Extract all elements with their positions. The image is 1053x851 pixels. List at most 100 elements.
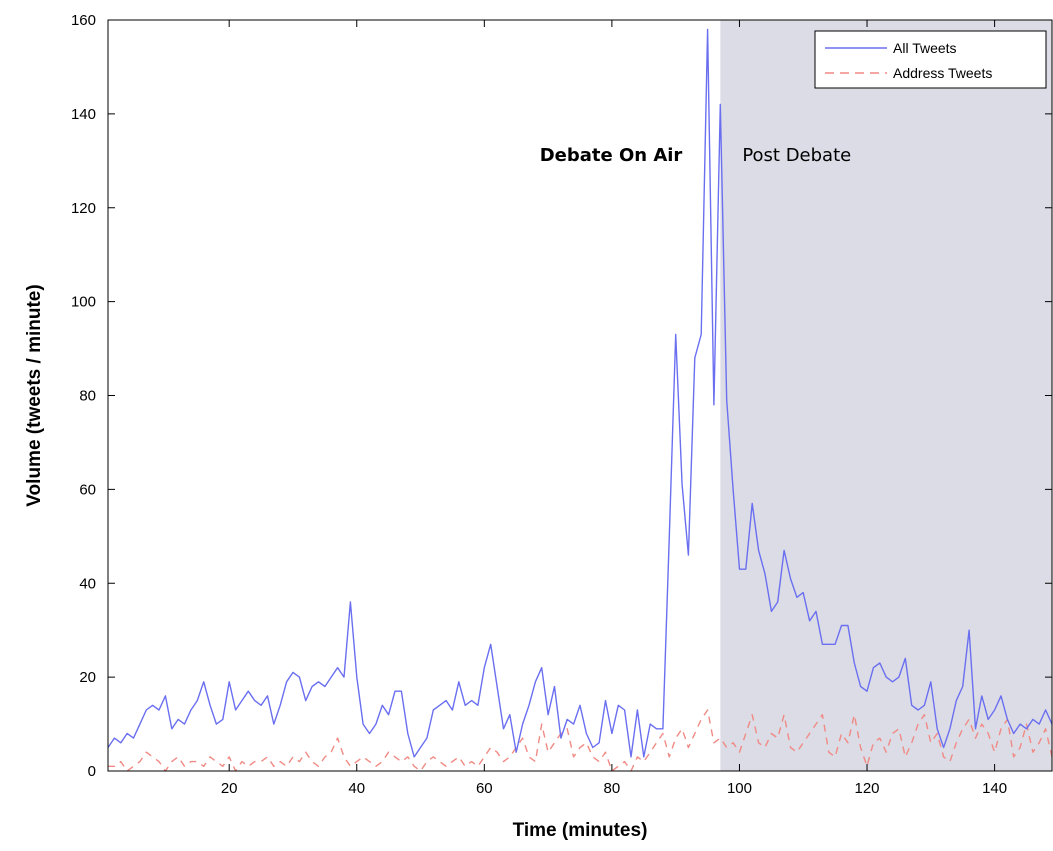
data-point	[375, 766, 377, 768]
data-point	[114, 737, 116, 739]
data-point	[726, 747, 728, 749]
data-point	[509, 714, 511, 716]
data-point	[452, 761, 454, 763]
data-point	[815, 723, 817, 725]
data-point	[917, 723, 919, 725]
data-point	[854, 714, 856, 716]
data-point	[834, 756, 836, 758]
y-axis-title: Volume (tweets / minute)	[24, 284, 45, 506]
data-point	[949, 761, 951, 763]
data-point	[382, 705, 384, 707]
data-point	[528, 756, 530, 758]
data-point	[133, 766, 135, 768]
data-point	[745, 733, 747, 735]
data-point	[924, 705, 926, 707]
data-point	[911, 742, 913, 744]
data-point	[1019, 723, 1021, 725]
data-point	[560, 737, 562, 739]
data-point	[885, 676, 887, 678]
data-point	[554, 742, 556, 744]
data-point	[809, 620, 811, 622]
data-point	[854, 662, 856, 664]
data-point	[362, 756, 364, 758]
data-point	[962, 686, 964, 688]
legend: All Tweets Address Tweets	[814, 30, 1047, 89]
data-point	[216, 761, 218, 763]
data-point	[254, 761, 256, 763]
data-point	[535, 761, 537, 763]
data-point	[592, 756, 594, 758]
data-point	[433, 709, 435, 711]
data-point	[828, 644, 830, 646]
data-point	[464, 766, 466, 768]
data-point	[407, 733, 409, 735]
y-tick-label: 160	[71, 12, 96, 29]
data-point	[452, 709, 454, 711]
data-point	[1007, 719, 1009, 721]
data-point	[962, 728, 964, 730]
data-point	[1013, 733, 1015, 735]
data-point	[292, 672, 294, 674]
data-point	[1000, 695, 1002, 697]
data-point	[330, 751, 332, 753]
data-point	[146, 709, 148, 711]
data-point	[611, 733, 613, 735]
data-point	[279, 705, 281, 707]
data-point	[637, 709, 639, 711]
data-point	[822, 714, 824, 716]
data-point	[930, 681, 932, 683]
data-point	[337, 737, 339, 739]
data-point	[413, 756, 415, 758]
data-point	[241, 700, 243, 702]
data-point	[815, 611, 817, 613]
data-point	[688, 747, 690, 749]
data-point	[994, 709, 996, 711]
y-tick-label: 0	[88, 763, 96, 780]
data-point	[598, 742, 600, 744]
data-point	[426, 737, 428, 739]
data-point	[292, 756, 294, 758]
data-point	[956, 700, 958, 702]
y-tick-label: 60	[79, 481, 96, 498]
data-point	[184, 766, 186, 768]
data-point	[643, 756, 645, 758]
data-point	[598, 761, 600, 763]
data-point	[394, 756, 396, 758]
data-point	[458, 756, 460, 758]
data-point	[350, 601, 352, 603]
data-point	[401, 761, 403, 763]
data-point	[758, 742, 760, 744]
data-point	[235, 709, 237, 711]
data-point	[273, 723, 275, 725]
data-point	[401, 690, 403, 692]
data-point	[165, 695, 167, 697]
data-point	[892, 733, 894, 735]
data-point	[866, 766, 868, 768]
data-point	[688, 554, 690, 556]
data-point	[783, 714, 785, 716]
data-point	[579, 705, 581, 707]
data-point	[394, 690, 396, 692]
data-point	[764, 573, 766, 575]
data-point	[248, 690, 250, 692]
data-point	[847, 742, 849, 744]
data-point	[987, 733, 989, 735]
data-point	[305, 700, 307, 702]
data-point	[1019, 747, 1021, 749]
data-point	[905, 658, 907, 660]
data-point	[758, 550, 760, 552]
y-axis-ticks: 0 20 40 60 80 100 120 140 160	[71, 12, 1052, 780]
data-point	[669, 756, 671, 758]
data-point	[809, 733, 811, 735]
x-tick-label: 20	[221, 780, 238, 797]
data-point	[445, 700, 447, 702]
data-point	[847, 625, 849, 627]
legend-label-all-tweets: All Tweets	[893, 40, 957, 56]
y-tick-label: 140	[71, 106, 96, 123]
data-point	[771, 611, 773, 613]
data-point	[515, 751, 517, 753]
data-point	[1038, 742, 1040, 744]
data-point	[190, 761, 192, 763]
data-point	[286, 681, 288, 683]
data-point	[586, 733, 588, 735]
